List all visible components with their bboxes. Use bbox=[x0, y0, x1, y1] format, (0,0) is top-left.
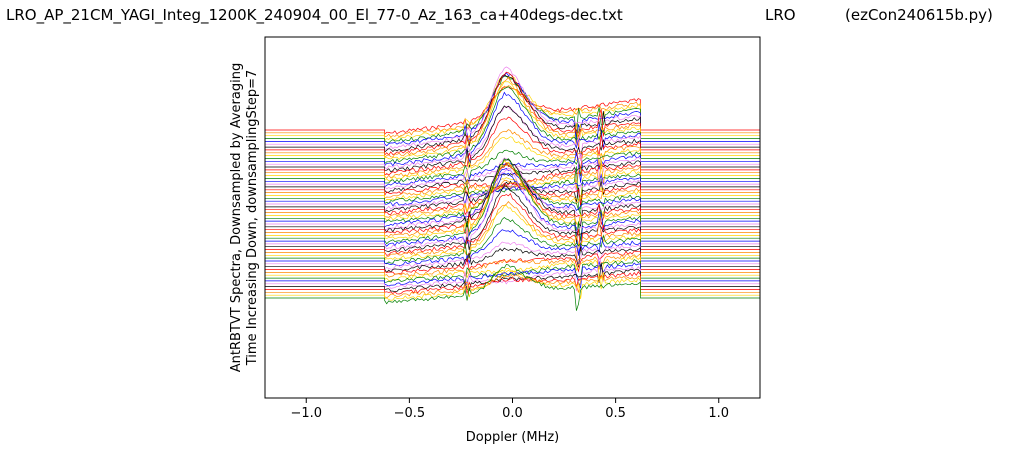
x-tick-label: −0.5 bbox=[394, 406, 426, 421]
chart-filename-title: LRO_AP_21CM_YAGI_Integ_1200K_240904_00_E… bbox=[6, 6, 623, 24]
spectrum-series-line bbox=[265, 66, 760, 150]
x-tick-label: 1.0 bbox=[708, 406, 729, 421]
spectrum-series-line bbox=[265, 116, 760, 176]
spectrum-series-line bbox=[265, 158, 760, 245]
spectrum-series-line bbox=[265, 136, 760, 182]
spectrum-series-line bbox=[265, 250, 760, 275]
spectrum-series-line bbox=[265, 77, 760, 159]
spectrum-series-line bbox=[265, 166, 760, 216]
series-layer bbox=[265, 66, 760, 311]
chart-program-title: (ezCon240615b.py) bbox=[845, 6, 993, 24]
spectrum-series-line bbox=[265, 162, 760, 238]
spectrum-series-line bbox=[265, 217, 760, 265]
y-axis-label-line1: AntRBTVT Spectra, Downsampled by Averagi… bbox=[229, 63, 244, 372]
spectrum-series-line bbox=[265, 86, 760, 165]
spectrum-series-line bbox=[265, 229, 760, 266]
spectrum-series-line bbox=[265, 105, 760, 173]
spectrum-series-line bbox=[265, 179, 760, 218]
spectrum-series-line bbox=[265, 185, 760, 253]
spectrum-series-line bbox=[265, 257, 760, 292]
spectrum-series-line bbox=[265, 149, 760, 184]
spectrum-series-line bbox=[265, 71, 760, 157]
x-axis-label: Doppler (MHz) bbox=[466, 430, 560, 445]
spectrum-series-line bbox=[265, 81, 760, 161]
spectrum-series-line bbox=[265, 91, 760, 167]
spectrum-series-line bbox=[265, 274, 760, 299]
spectrum-series-line bbox=[265, 271, 760, 295]
x-tick-label: 0.0 bbox=[502, 406, 523, 421]
spectrum-series-line bbox=[265, 264, 760, 311]
spectrum-series-line bbox=[265, 129, 760, 179]
spectrum-series-line bbox=[265, 172, 760, 256]
x-tick-label: 0.5 bbox=[605, 406, 626, 421]
spectrum-series-line bbox=[265, 205, 760, 261]
spectrum-series-line bbox=[265, 246, 760, 273]
spectrum-series-line bbox=[265, 268, 760, 301]
spectrum-series-line bbox=[265, 180, 760, 213]
spectrum-series-line bbox=[265, 173, 760, 207]
spectrum-series-line bbox=[265, 259, 760, 284]
spectrum-series-line bbox=[265, 192, 760, 256]
spectrum-series-line bbox=[265, 177, 760, 221]
x-axis: −1.0 −0.5 0.0 0.5 1.0 bbox=[290, 398, 729, 421]
spectrum-series-line bbox=[265, 253, 760, 278]
spectrum-series-line bbox=[265, 85, 760, 138]
x-tick-label: −1.0 bbox=[290, 406, 322, 421]
chart-site-title: LRO bbox=[765, 6, 796, 24]
spectrum-series-line bbox=[265, 182, 760, 216]
spectrum-series-line bbox=[265, 159, 760, 243]
plot-frame bbox=[264, 36, 761, 399]
y-axis-label-line2: Time Increasing Down, downsamplingStep=7 bbox=[245, 70, 260, 367]
spectrum-series-line bbox=[265, 201, 760, 259]
spectrum-series-line bbox=[265, 169, 760, 250]
